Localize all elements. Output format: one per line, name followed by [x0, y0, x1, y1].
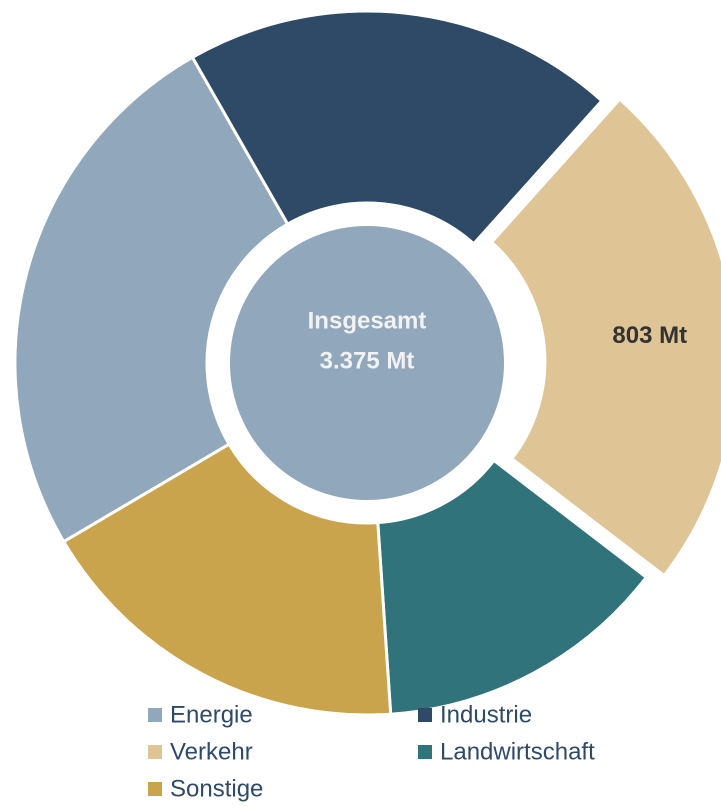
slice — [376, 458, 649, 716]
legend-swatch — [418, 708, 432, 722]
center-disc — [230, 226, 504, 500]
legend-label: Verkehr — [170, 738, 253, 765]
legend-swatch — [148, 745, 162, 759]
legend-label: Sonstige — [170, 775, 263, 802]
center-label: 3.375 Mt — [320, 347, 415, 374]
center-label: Insgesamt — [308, 307, 427, 334]
slice — [61, 442, 393, 717]
legend-swatch — [148, 782, 162, 796]
value-label: 803 Mt — [612, 322, 687, 349]
legend-label: Landwirtschaft — [440, 738, 595, 765]
slice — [13, 55, 290, 544]
legend-swatch — [418, 745, 432, 759]
slice — [489, 96, 721, 578]
legend-label: Energie — [170, 701, 253, 728]
slices — [13, 9, 721, 717]
legend-label: Industrie — [440, 701, 532, 728]
slice — [190, 9, 604, 246]
legend-swatch — [148, 708, 162, 722]
